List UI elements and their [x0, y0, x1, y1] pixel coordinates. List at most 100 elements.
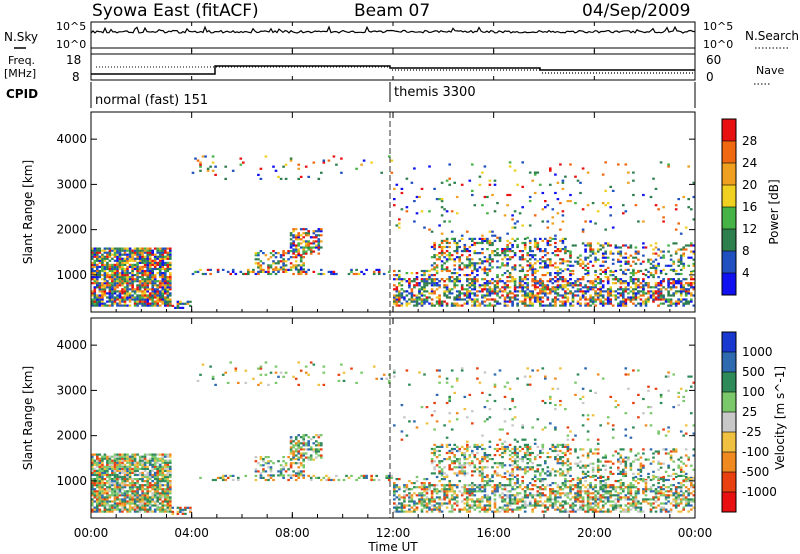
echo-cell	[413, 298, 416, 301]
echo-cell	[690, 242, 693, 245]
echo-cell	[148, 504, 152, 507]
echo-cell	[458, 304, 461, 307]
echo-cell	[428, 508, 431, 511]
echo-cell	[559, 300, 562, 303]
echo-cell	[604, 484, 607, 487]
echo-cell	[491, 193, 494, 197]
echo-cell	[121, 465, 124, 468]
echo-cell	[237, 381, 240, 384]
echo-cell	[151, 510, 154, 513]
echo-cell	[161, 300, 165, 303]
echo-cell	[440, 252, 444, 255]
echo-cell	[133, 510, 137, 513]
echo-cell	[274, 371, 278, 374]
echo-cell	[101, 473, 104, 477]
echo-cell	[294, 238, 298, 241]
echo-cell	[526, 282, 529, 285]
echo-cell	[138, 504, 142, 507]
echo-cell	[355, 167, 358, 170]
echo-cell	[443, 256, 446, 259]
echo-cell	[164, 257, 167, 260]
echo-cell	[93, 471, 97, 474]
echo-cell	[418, 486, 421, 489]
echo-cell	[113, 302, 117, 305]
echo-cell	[91, 290, 94, 293]
echo-cell	[604, 260, 607, 263]
echo-cell	[123, 272, 127, 275]
echo-cell	[458, 278, 461, 281]
echo-cell	[627, 171, 630, 174]
echo-cell	[106, 300, 109, 303]
echo-cell	[503, 250, 507, 253]
echo-cell	[624, 288, 628, 291]
echo-cell	[153, 276, 157, 279]
echo-cell	[254, 470, 258, 473]
echo-cell	[141, 257, 144, 260]
echo-cell	[111, 263, 114, 266]
echo-cell	[564, 175, 567, 178]
echo-cell	[131, 288, 134, 291]
echo-cell	[483, 294, 487, 297]
echo-cell	[254, 456, 258, 459]
echo-cell	[395, 183, 399, 186]
echo-cell	[506, 496, 509, 499]
echo-cell	[267, 268, 270, 271]
echo-cell	[282, 250, 285, 253]
echo-cell	[486, 274, 489, 277]
echo-cell	[143, 467, 147, 470]
echo-cell	[108, 488, 112, 491]
echo-cell	[589, 484, 592, 487]
echo-cell	[647, 298, 650, 301]
echo-cell	[634, 250, 638, 253]
echo-cell	[657, 296, 660, 299]
echo-cell	[294, 254, 298, 257]
echo-cell	[642, 260, 645, 263]
echo-cell	[91, 257, 94, 260]
echo-cell	[126, 276, 129, 279]
echo-cell	[460, 234, 464, 237]
echo-cell	[513, 488, 517, 491]
echo-cell	[559, 276, 562, 279]
echo-cell	[91, 502, 94, 505]
echo-cell	[435, 488, 439, 491]
echo-cell	[96, 300, 99, 303]
echo-cell	[106, 253, 109, 256]
echo-cell	[466, 504, 469, 507]
echo-cell	[433, 488, 436, 491]
echo-cell	[143, 282, 147, 285]
echo-cell	[151, 473, 154, 477]
echo-cell	[317, 448, 321, 451]
echo-cell	[164, 274, 167, 277]
echo-cell	[123, 274, 127, 277]
echo-cell	[654, 204, 658, 207]
echo-cell	[561, 284, 565, 287]
echo-cell	[576, 256, 580, 259]
echo-cell	[211, 377, 215, 380]
echo-cell	[690, 250, 693, 253]
echo-cell	[294, 248, 298, 251]
echo-cell	[153, 510, 157, 513]
echo-cell	[450, 302, 454, 305]
echo-cell	[546, 298, 550, 301]
echo-cell	[657, 208, 660, 211]
echo-cell	[440, 488, 444, 491]
echo-cell	[307, 230, 310, 233]
echo-cell	[347, 476, 351, 479]
echo-cell	[279, 464, 283, 467]
echo-cell	[164, 272, 167, 275]
echo-cell	[141, 484, 144, 487]
echo-cell	[262, 262, 265, 265]
echo-cell	[267, 462, 270, 465]
echo-cell	[521, 266, 524, 269]
echo-cell	[445, 304, 449, 307]
echo-cell	[599, 244, 602, 247]
echo-cell	[141, 504, 144, 507]
echo-cell	[511, 250, 514, 253]
echo-cell	[400, 278, 404, 281]
echo-cell	[629, 246, 633, 249]
echo-cell	[569, 284, 572, 287]
echo-cell	[133, 300, 137, 303]
echo-cell	[143, 459, 147, 462]
echo-cell	[604, 490, 607, 493]
echo-cell	[541, 274, 545, 277]
